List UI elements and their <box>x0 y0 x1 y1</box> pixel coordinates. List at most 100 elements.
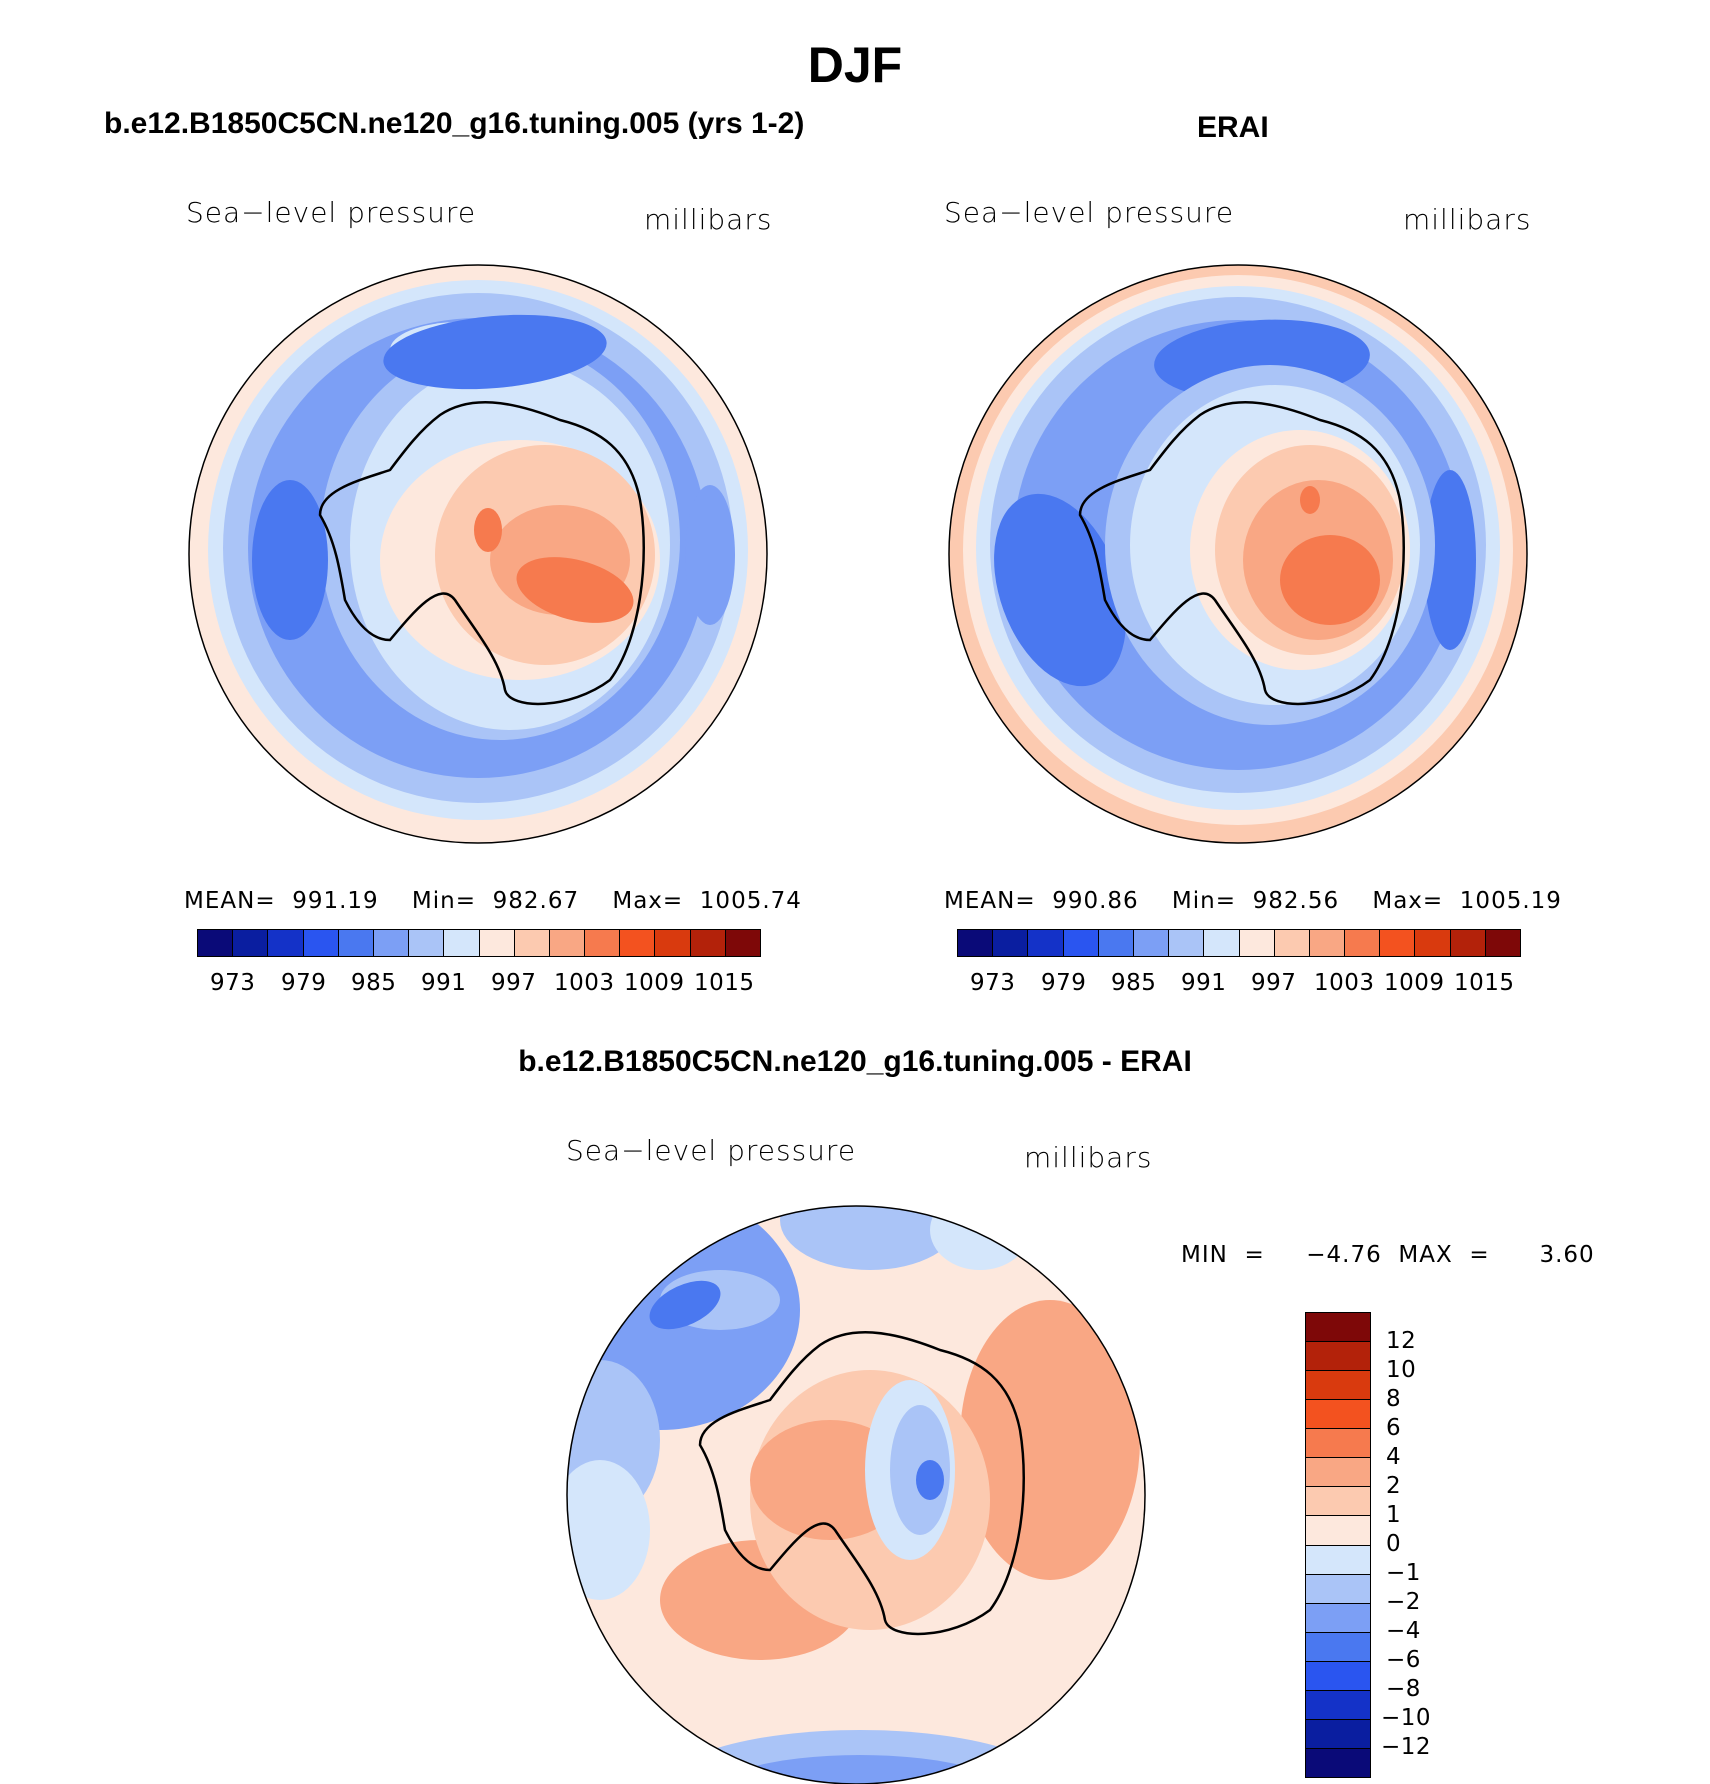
diff-colorbar-tick: 2 <box>1386 1473 1402 1499</box>
colorbar-swatch <box>1028 930 1064 956</box>
obs-variable-label: Sea−level pressure <box>944 196 1235 229</box>
colorbar-swatch <box>1098 930 1134 956</box>
colorbar-swatch <box>655 930 691 956</box>
obs-colorbar-tick: 1003 <box>1314 970 1375 996</box>
colorbar-swatch <box>1380 930 1416 956</box>
model-stats: MEAN= 991.19 Min= 982.67 Max= 1005.74 <box>184 888 802 914</box>
colorbar-swatch <box>373 930 410 956</box>
colorbar-swatch <box>1306 1516 1370 1546</box>
model-colorbar-tick: 1009 <box>624 970 685 996</box>
colorbar-swatch <box>268 930 304 956</box>
obs-colorbar-tick: 979 <box>1041 970 1087 996</box>
model-colorbar-tick: 991 <box>421 970 467 996</box>
diff-colorbar-tick: 12 <box>1386 1328 1417 1354</box>
model-colorbar-tick: 1015 <box>694 970 755 996</box>
diff-colorbar-tick: 4 <box>1386 1444 1402 1470</box>
colorbar-swatch <box>198 930 234 956</box>
colorbar-swatch <box>303 930 339 956</box>
colorbar-swatch <box>1306 1603 1370 1633</box>
colorbar-swatch <box>1306 1458 1370 1488</box>
colorbar-swatch <box>585 930 621 956</box>
model-colorbar-tick: 997 <box>491 970 537 996</box>
model-polar-map <box>189 265 767 843</box>
diff-colorbar-tick: −4 <box>1386 1618 1421 1644</box>
obs-panel-heading: ERAI <box>1197 111 1269 144</box>
obs-colorbar-tick: 1015 <box>1454 970 1515 996</box>
colorbar-swatch <box>1306 1661 1370 1691</box>
diff-colorbar-tick: 0 <box>1386 1531 1402 1557</box>
diff-panel-heading: b.e12.B1850C5CN.ne120_g16.tuning.005 - E… <box>518 1045 1192 1078</box>
obs-colorbar-tick: 1009 <box>1384 970 1445 996</box>
colorbar-swatch <box>1239 930 1275 956</box>
diff-variable-label: Sea−level pressure <box>566 1134 857 1167</box>
diff-colorbar-tick: −1 <box>1386 1560 1421 1586</box>
colorbar-swatch <box>1204 930 1240 956</box>
colorbar-swatch <box>1306 1313 1370 1343</box>
model-units-label: millibars <box>644 203 773 236</box>
diff-colorbar-tick: 10 <box>1386 1357 1417 1383</box>
obs-colorbar-tick: 991 <box>1181 970 1227 996</box>
obs-colorbar <box>957 929 1521 957</box>
colorbar-swatch <box>1306 1574 1370 1604</box>
model-variable-label: Sea−level pressure <box>186 196 477 229</box>
colorbar-swatch <box>690 930 726 956</box>
colorbar-swatch <box>1306 1429 1370 1459</box>
colorbar-swatch <box>1063 930 1099 956</box>
model-colorbar-tick: 985 <box>351 970 397 996</box>
colorbar-swatch <box>1169 930 1205 956</box>
obs-polar-map <box>949 265 1527 843</box>
obs-units-label: millibars <box>1403 203 1532 236</box>
diff-colorbar-tick: −12 <box>1381 1734 1432 1760</box>
diff-colorbar <box>1305 1312 1371 1778</box>
colorbar-swatch <box>1306 1719 1370 1749</box>
colorbar-swatch <box>993 930 1029 956</box>
colorbar-swatch <box>1274 930 1310 956</box>
colorbar-swatch <box>1415 930 1451 956</box>
diff-colorbar-tick: 8 <box>1386 1386 1402 1412</box>
diff-map-border <box>566 1205 1146 1784</box>
diff-polar-map <box>567 1206 1145 1784</box>
model-colorbar-tick: 973 <box>210 970 256 996</box>
diff-colorbar-tick: −6 <box>1386 1647 1421 1673</box>
diff-colorbar-tick: −8 <box>1386 1676 1421 1702</box>
model-colorbar-tick: 1003 <box>554 970 615 996</box>
model-colorbar <box>197 929 761 957</box>
obs-stats: MEAN= 990.86 Min= 982.56 Max= 1005.19 <box>944 888 1562 914</box>
obs-colorbar-tick: 985 <box>1111 970 1157 996</box>
colorbar-swatch <box>549 930 586 956</box>
model-map-border <box>188 264 768 844</box>
obs-colorbar-tick: 997 <box>1251 970 1297 996</box>
colorbar-swatch <box>1345 930 1381 956</box>
colorbar-swatch <box>233 930 269 956</box>
colorbar-swatch <box>1306 1632 1370 1662</box>
obs-map-border <box>948 264 1528 844</box>
diff-colorbar-tick: −10 <box>1381 1705 1432 1731</box>
colorbar-swatch <box>444 930 480 956</box>
colorbar-swatch <box>1485 930 1520 956</box>
colorbar-swatch <box>1306 1400 1370 1430</box>
model-colorbar-tick: 979 <box>281 970 327 996</box>
figure-title: DJF <box>807 37 903 93</box>
model-panel-heading: b.e12.B1850C5CN.ne120_g16.tuning.005 (yr… <box>104 107 805 140</box>
colorbar-swatch <box>725 930 760 956</box>
colorbar-swatch <box>1450 930 1486 956</box>
colorbar-swatch <box>620 930 656 956</box>
obs-colorbar-tick: 973 <box>970 970 1016 996</box>
colorbar-swatch <box>1306 1371 1370 1401</box>
diff-colorbar-tick: 6 <box>1386 1415 1402 1441</box>
colorbar-swatch <box>1306 1487 1370 1517</box>
diff-colorbar-tick: 1 <box>1386 1502 1402 1528</box>
colorbar-swatch <box>479 930 515 956</box>
colorbar-swatch <box>409 930 445 956</box>
colorbar-swatch <box>1306 1342 1370 1372</box>
colorbar-swatch <box>958 930 994 956</box>
colorbar-swatch <box>514 930 550 956</box>
colorbar-swatch <box>1133 930 1170 956</box>
colorbar-swatch <box>338 930 374 956</box>
diff-units-label: millibars <box>1024 1141 1153 1174</box>
colorbar-swatch <box>1306 1748 1370 1777</box>
diff-colorbar-tick: −2 <box>1386 1589 1421 1615</box>
colorbar-swatch <box>1306 1690 1370 1720</box>
diff-stats: MIN = −4.76 MAX = 3.60 <box>1181 1242 1595 1268</box>
